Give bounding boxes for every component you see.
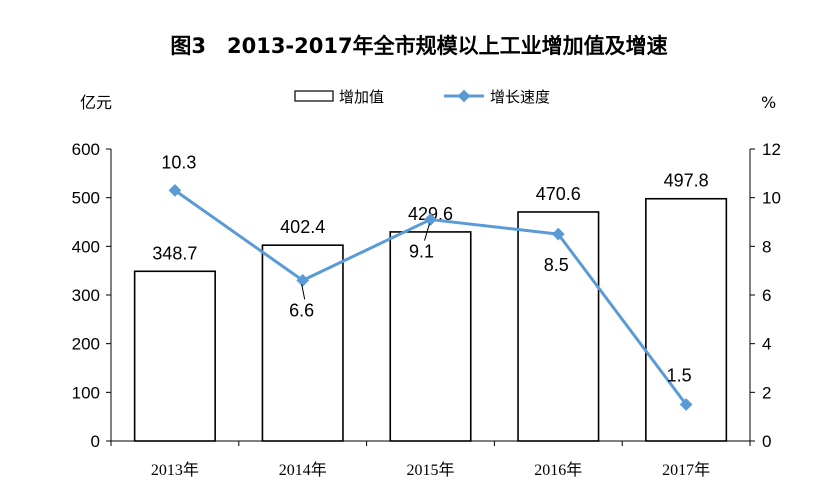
left-tick-label: 300	[72, 286, 100, 305]
right-axis-unit: %	[761, 93, 776, 112]
left-tick-label: 500	[72, 189, 100, 208]
right-tick-label: 10	[762, 189, 781, 208]
right-tick-label: 12	[762, 140, 781, 159]
left-tick-label: 200	[72, 335, 100, 354]
left-tick-label: 0	[91, 432, 100, 451]
growth-value-label: 6.6	[289, 300, 314, 320]
right-tick-label: 2	[762, 383, 771, 402]
left-tick-label: 100	[72, 383, 100, 402]
legend: 增加值 增长速度	[294, 88, 550, 106]
plot-area: 0 100 200 300 400 500 600 0 2 4 6 8 10 12 2013年 2014年 20…	[72, 140, 781, 479]
legend-line-label: 增长速度	[490, 88, 550, 106]
right-tick-label: 4	[762, 335, 771, 354]
bar-value-label: 402.4	[280, 217, 325, 237]
growth-marker	[168, 184, 182, 197]
left-tick-label: 400	[72, 237, 100, 256]
label-leader-line	[424, 223, 430, 241]
chart-title: 图3 2013-2017年全市规模以上工业增加值及增速	[170, 34, 667, 58]
growth-value-label: 10.3	[161, 152, 196, 172]
bar-value-label: 348.7	[152, 243, 197, 263]
x-tick-label: 2016年	[534, 461, 582, 479]
x-tick-label: 2017年	[662, 461, 710, 479]
bar	[389, 231, 472, 442]
bar-value-label: 470.6	[536, 184, 581, 204]
label-leader-line	[301, 284, 306, 300]
growth-marker	[424, 213, 437, 226]
legend-bar-label: 增加值	[339, 88, 384, 106]
left-axis-unit: 亿元	[80, 93, 112, 112]
right-tick-label: 6	[762, 286, 771, 305]
right-tick-label: 0	[762, 432, 771, 451]
legend-bar-swatch	[294, 90, 334, 102]
right-tick-label: 8	[762, 237, 771, 256]
growth-value-label: 9.1	[409, 242, 434, 262]
bar	[517, 211, 600, 442]
growth-marker	[296, 274, 310, 287]
bar-value-label: 497.8	[664, 171, 709, 191]
left-tick-label: 600	[72, 140, 100, 159]
x-tick-label: 2015年	[406, 461, 454, 479]
growth-value-label: 1.5	[667, 366, 692, 386]
x-tick-label: 2013年	[151, 461, 199, 479]
growth-value-label: 8.5	[544, 255, 569, 275]
bar	[645, 197, 728, 442]
bar	[133, 270, 216, 442]
legend-line-marker	[457, 89, 471, 103]
x-tick-label: 2014年	[279, 461, 327, 479]
